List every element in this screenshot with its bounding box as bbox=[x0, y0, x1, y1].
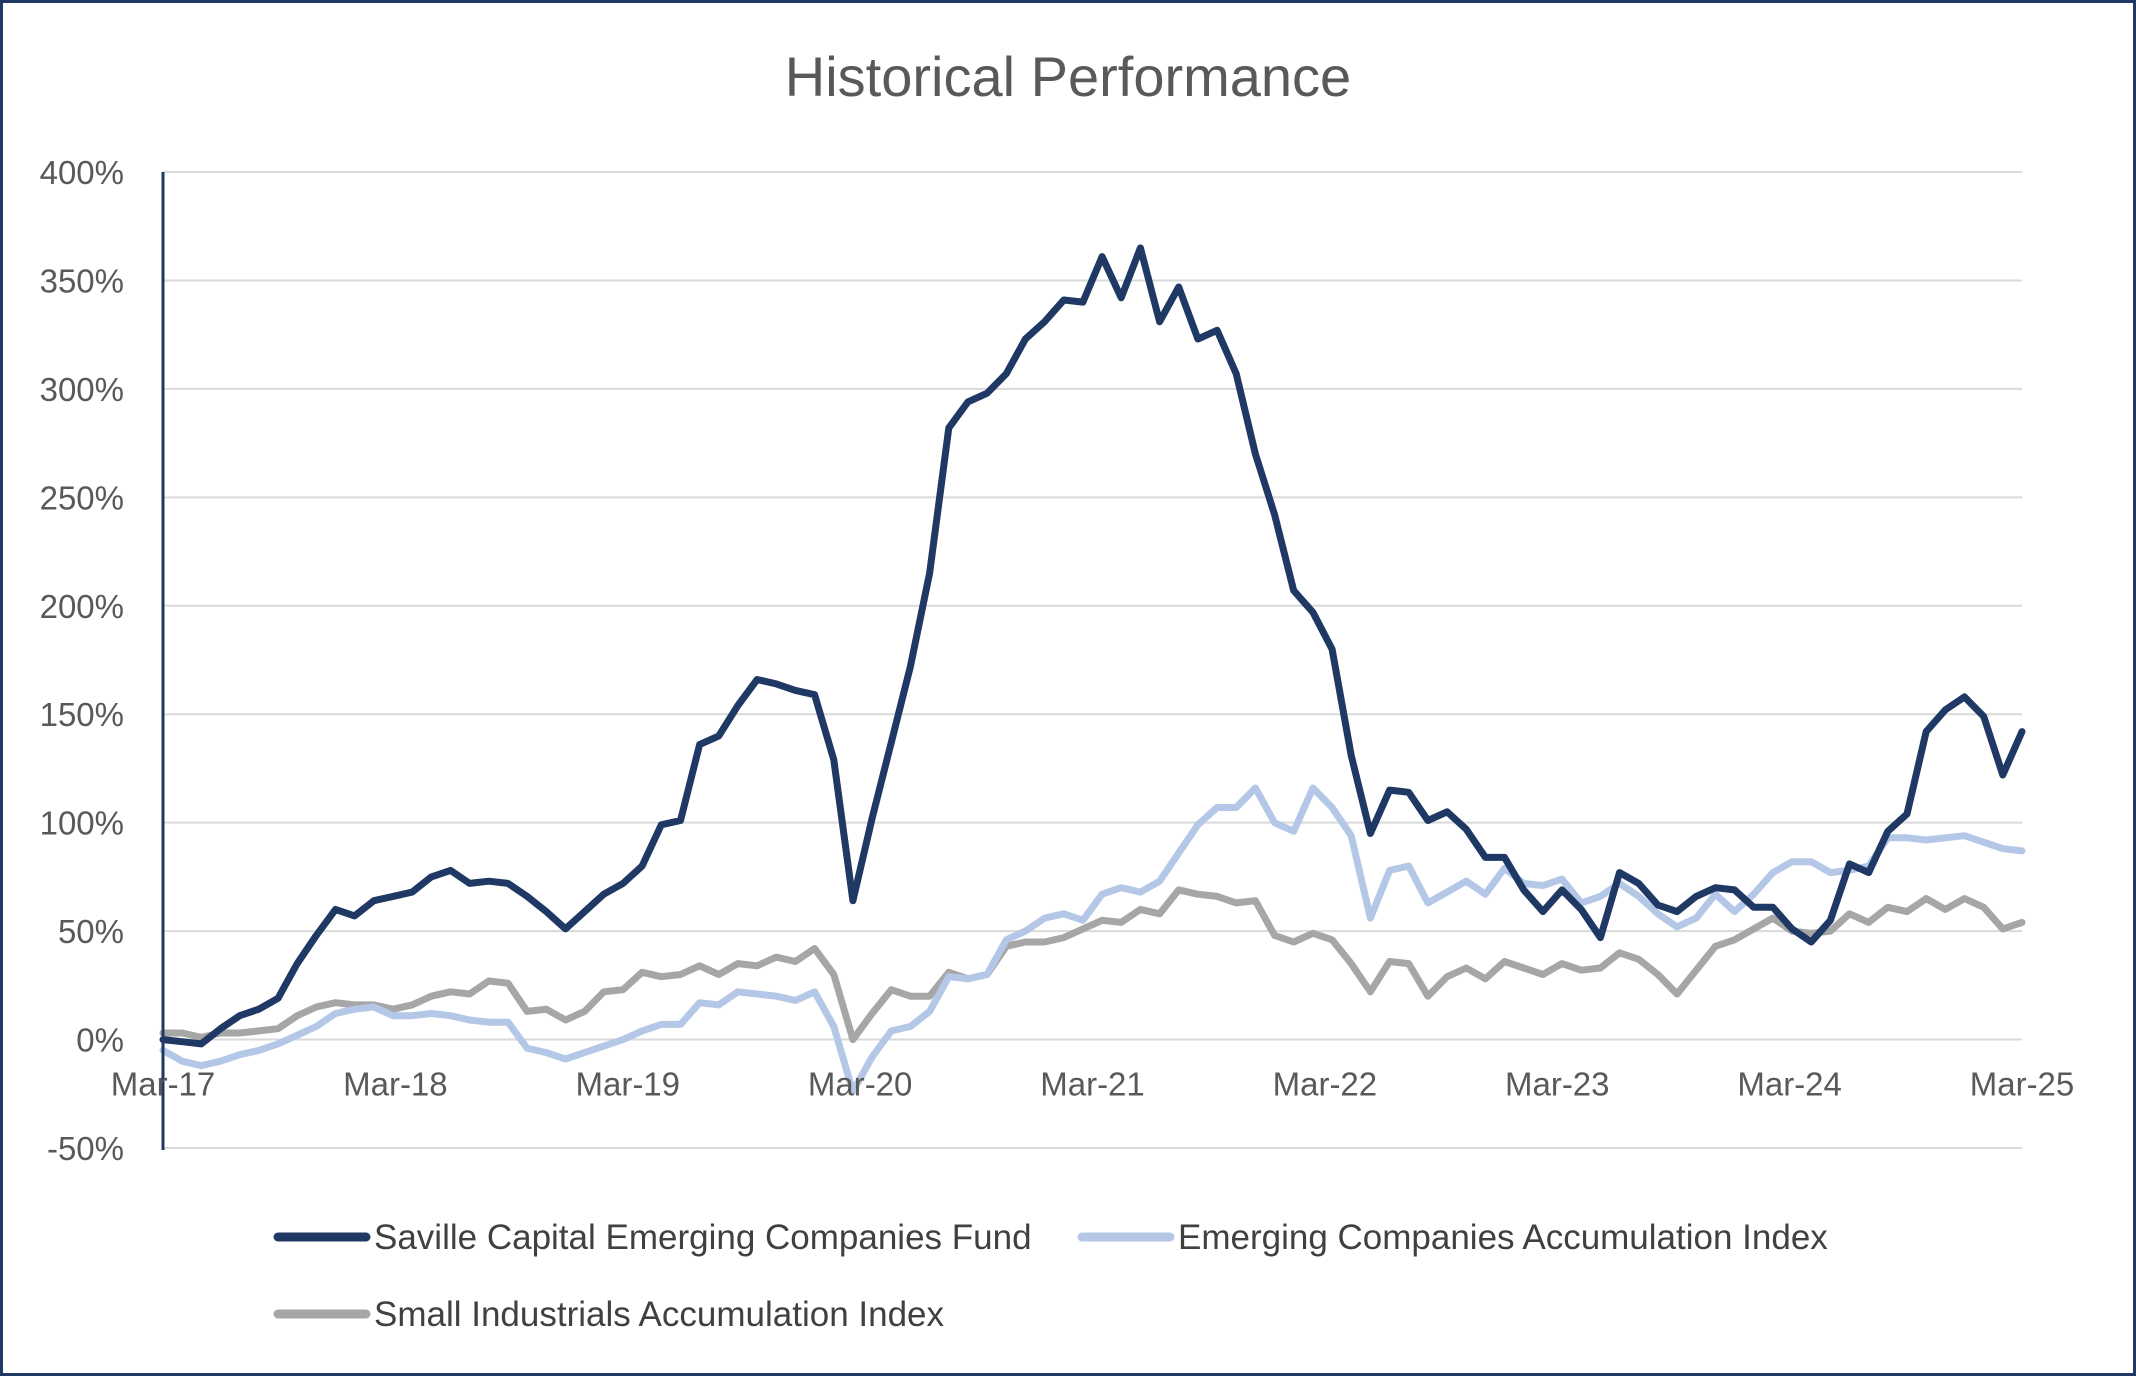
x-tick-label: Mar-22 bbox=[1273, 1066, 1378, 1103]
series-line-2 bbox=[159, 784, 2026, 1096]
x-tick-label: Mar-21 bbox=[1040, 1066, 1145, 1103]
legend-label: Saville Capital Emerging Companies Fund bbox=[374, 1218, 1032, 1257]
x-tick-label: Mar-17 bbox=[111, 1066, 216, 1103]
y-tick-label: 150% bbox=[40, 696, 124, 733]
x-tick-label: Mar-18 bbox=[343, 1066, 448, 1103]
legend-label: Small Industrials Accumulation Index bbox=[374, 1295, 944, 1334]
y-tick-label: 250% bbox=[40, 479, 124, 516]
y-tick-label: 300% bbox=[40, 371, 124, 408]
x-axis-ticks: Mar-17 Mar-18 Mar-19 Mar-20 Mar-21 Mar-22 Mar-… bbox=[111, 1066, 2075, 1103]
y-tick-label: 200% bbox=[40, 588, 124, 625]
x-tick-label: Mar-25 bbox=[1970, 1066, 2075, 1103]
series-lines bbox=[159, 244, 2026, 1096]
legend: Saville Capital Emerging Companies Fund E… bbox=[273, 1218, 1828, 1334]
y-tick-label: -50% bbox=[47, 1130, 124, 1167]
legend-label: Emerging Companies Accumulation Index bbox=[1178, 1218, 1828, 1257]
x-tick-label: Mar-20 bbox=[808, 1066, 913, 1103]
x-tick-label: Mar-19 bbox=[575, 1066, 680, 1103]
y-tick-label: 350% bbox=[40, 262, 124, 299]
series-line-1 bbox=[159, 244, 2026, 1048]
y-axis-ticks: 400% 350% 300% 250% 200% 150% 100% 50% 0% -50% bbox=[40, 154, 124, 1167]
chart-title: Historical Performance bbox=[785, 45, 1351, 108]
y-tick-label: 0% bbox=[76, 1022, 124, 1059]
x-tick-label: Mar-23 bbox=[1505, 1066, 1610, 1103]
y-tick-label: 400% bbox=[40, 154, 124, 191]
y-tick-label: 100% bbox=[40, 805, 124, 842]
gridlines bbox=[163, 171, 2022, 1149]
x-tick-label: Mar-24 bbox=[1737, 1066, 1842, 1103]
y-tick-label: 50% bbox=[58, 913, 124, 950]
series-line-3 bbox=[159, 886, 2026, 1044]
